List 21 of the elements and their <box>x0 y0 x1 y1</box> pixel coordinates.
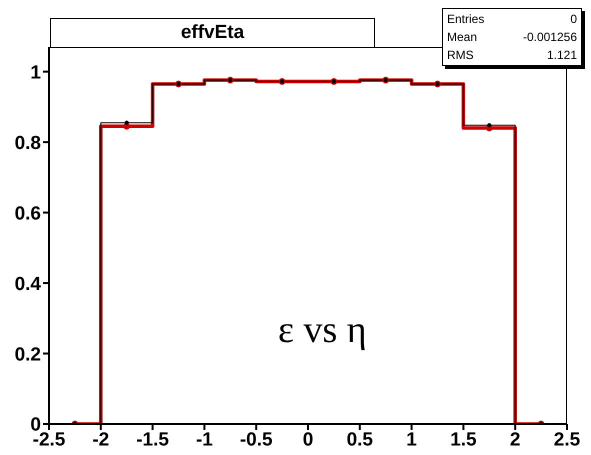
x-tick-label: 2 <box>510 429 520 450</box>
y-tick-label: 0.2 <box>14 344 41 366</box>
y-tick-label: 0.8 <box>14 132 41 154</box>
y-tick-label: 0.4 <box>14 274 42 295</box>
x-tick-label: -1 <box>196 429 214 450</box>
x-tick-label: 0.5 <box>346 429 374 450</box>
chart-title: effvEta <box>50 18 375 47</box>
x-tick-label: 1.5 <box>450 429 478 450</box>
text: RMS 1.121 <box>447 48 577 62</box>
text: Entries 0 <box>447 12 577 26</box>
y-tick-label: 0.6 <box>14 203 41 224</box>
annotation: ε vs η <box>278 308 367 352</box>
x-tick-label: 0 <box>302 429 314 450</box>
x-tick-label: -1.5 <box>136 429 170 450</box>
y-tick-label: 1 <box>30 62 42 84</box>
x-tick-label: 2.5 <box>554 429 581 450</box>
x-tick-label: -2 <box>92 429 110 450</box>
text: Mean -0.001256 <box>447 30 577 44</box>
y-tick-label: 0 <box>30 414 41 436</box>
x-tick-label: 1 <box>406 429 418 450</box>
x-tick-label: -0.5 <box>240 429 273 450</box>
